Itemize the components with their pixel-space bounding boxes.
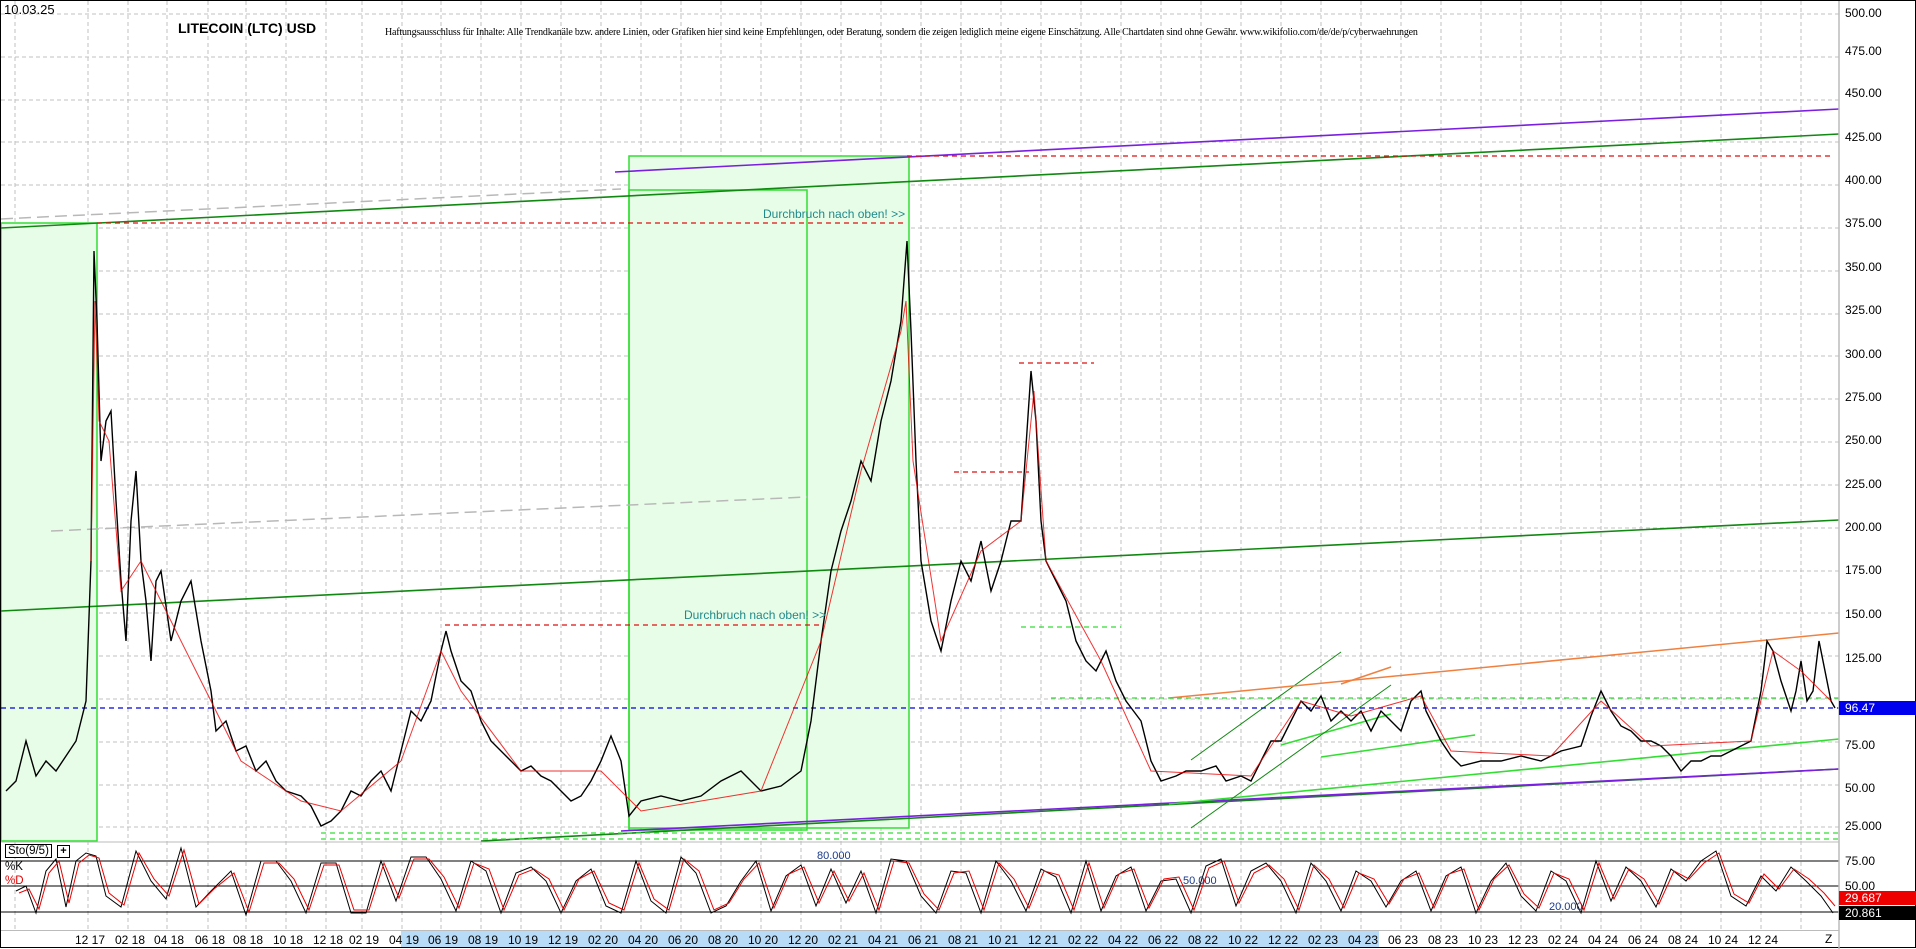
time-label: 08 18 (233, 933, 264, 947)
time-label: 08 20 (708, 933, 739, 947)
time-label: 02 21 (828, 933, 859, 947)
price-tick: 375.00 (1845, 216, 1882, 230)
last-price-badge: 96.47 (1839, 701, 1916, 715)
time-label: 04 20 (628, 933, 659, 947)
time-label: 04 19 (389, 933, 420, 947)
chart-date: 10.03.25 (4, 2, 55, 17)
price-tick: 200.00 (1845, 520, 1882, 534)
price-tick: 225.00 (1845, 477, 1882, 491)
time-label: 08 24 (1668, 933, 1699, 947)
price-tick: 125.00 (1845, 651, 1882, 665)
support-lines (1168, 713, 1840, 805)
red-resistance (97, 155, 1831, 626)
price-tick: 275.00 (1845, 390, 1882, 404)
price-tick: 475.00 (1845, 44, 1882, 58)
time-label: 12 19 (548, 933, 579, 947)
time-label: 10 21 (988, 933, 1019, 947)
time-label: 10 24 (1708, 933, 1739, 947)
disclaimer-text: Haftungsausschluss für Inhalte: Alle Tre… (385, 27, 1418, 38)
time-label: 08 23 (1428, 933, 1459, 947)
time-label: 08 21 (948, 933, 979, 947)
time-label: 10 20 (748, 933, 779, 947)
time-label: 12 17 (75, 933, 106, 947)
time-label: 02 19 (349, 933, 380, 947)
time-label: 04 18 (154, 933, 185, 947)
stochastic-indicator-label[interactable]: Sto(9/5) (5, 844, 52, 858)
price-tick: 50.00 (1845, 781, 1876, 795)
price-tick: 500.00 (1845, 6, 1882, 20)
time-label: 06 18 (195, 933, 226, 947)
price-tick: 25.000 (1845, 819, 1882, 833)
stoch-k-line (18, 848, 1836, 914)
price-series (5, 240, 1836, 827)
time-label: 10 22 (1228, 933, 1259, 947)
time-label: 02 23 (1308, 933, 1339, 947)
price-tick: 75.00 (1845, 738, 1876, 752)
time-label: 12 20 (788, 933, 819, 947)
grid (1, 1, 1839, 929)
osc-level-20: 20.000 (1549, 901, 1583, 913)
stoch-d-line (15, 846, 1834, 917)
green-dashed-support (321, 626, 1839, 840)
stoch-k-value-badge: 29.687 (1839, 891, 1916, 905)
price-tick: 400.00 (1845, 173, 1882, 187)
price-tick: 450.00 (1845, 86, 1882, 100)
time-label: 02 22 (1068, 933, 1099, 947)
highlight-zones (1, 155, 910, 842)
osc-level-50: 50.000 (1183, 875, 1217, 887)
price-tick: 150.00 (1845, 607, 1882, 621)
osc-tick: 75.00 (1845, 854, 1876, 868)
time-label: 06 24 (1628, 933, 1659, 947)
chart-title: LITECOIN (LTC) USD (178, 20, 317, 36)
orange-resistance (1168, 632, 1840, 699)
time-label: 06 19 (428, 933, 459, 947)
price-tick: 350.00 (1845, 260, 1882, 274)
time-label: 12 21 (1028, 933, 1059, 947)
stoch-d-legend: %D (5, 875, 24, 887)
time-label: 02 24 (1548, 933, 1579, 947)
osc-level-80: 80.000 (817, 850, 851, 862)
stoch-d-value-badge: 20.861 (1839, 906, 1916, 920)
green-slope-channel (1190, 651, 1392, 829)
time-label: 04 21 (868, 933, 899, 947)
time-label: 12 22 (1268, 933, 1299, 947)
time-label: 12 23 (1508, 933, 1539, 947)
time-label: 10 19 (508, 933, 539, 947)
time-label: 12 24 (1748, 933, 1779, 947)
time-label: 04 22 (1108, 933, 1139, 947)
time-label: 10 18 (273, 933, 304, 947)
annotation-breakout-top: Durchbruch nach oben! >> (763, 207, 906, 221)
green-channel (1, 133, 1840, 842)
time-label: 04 24 (1588, 933, 1619, 947)
time-label: 04 23 (1348, 933, 1379, 947)
price-tick: 250.00 (1845, 433, 1882, 447)
time-label: 08 22 (1188, 933, 1219, 947)
time-axis-selection[interactable] (401, 931, 1379, 947)
zoom-reset-button[interactable]: Z (1825, 932, 1833, 946)
time-axis[interactable] (1, 930, 1839, 948)
gray-channel (1, 188, 808, 532)
price-tick: 300.00 (1845, 347, 1882, 361)
time-label: 12 18 (313, 933, 344, 947)
time-label: 06 20 (668, 933, 699, 947)
stoch-k-legend: %K (5, 861, 23, 873)
price-tick: 175.00 (1845, 563, 1882, 577)
time-label: 02 18 (115, 933, 146, 947)
time-label: 10 23 (1468, 933, 1499, 947)
osc-tick: 50.00 (1845, 879, 1876, 893)
annotation-breakout-mid: Durchbruch nach oben! >> (684, 608, 827, 622)
time-label: 06 22 (1148, 933, 1179, 947)
time-label: 06 23 (1388, 933, 1419, 947)
time-label: 08 19 (468, 933, 499, 947)
time-label: 06 21 (908, 933, 939, 947)
price-tick: 425.00 (1845, 130, 1882, 144)
price-tick: 325.00 (1845, 303, 1882, 317)
add-indicator-button[interactable]: + (57, 845, 70, 858)
time-label: 02 20 (588, 933, 619, 947)
